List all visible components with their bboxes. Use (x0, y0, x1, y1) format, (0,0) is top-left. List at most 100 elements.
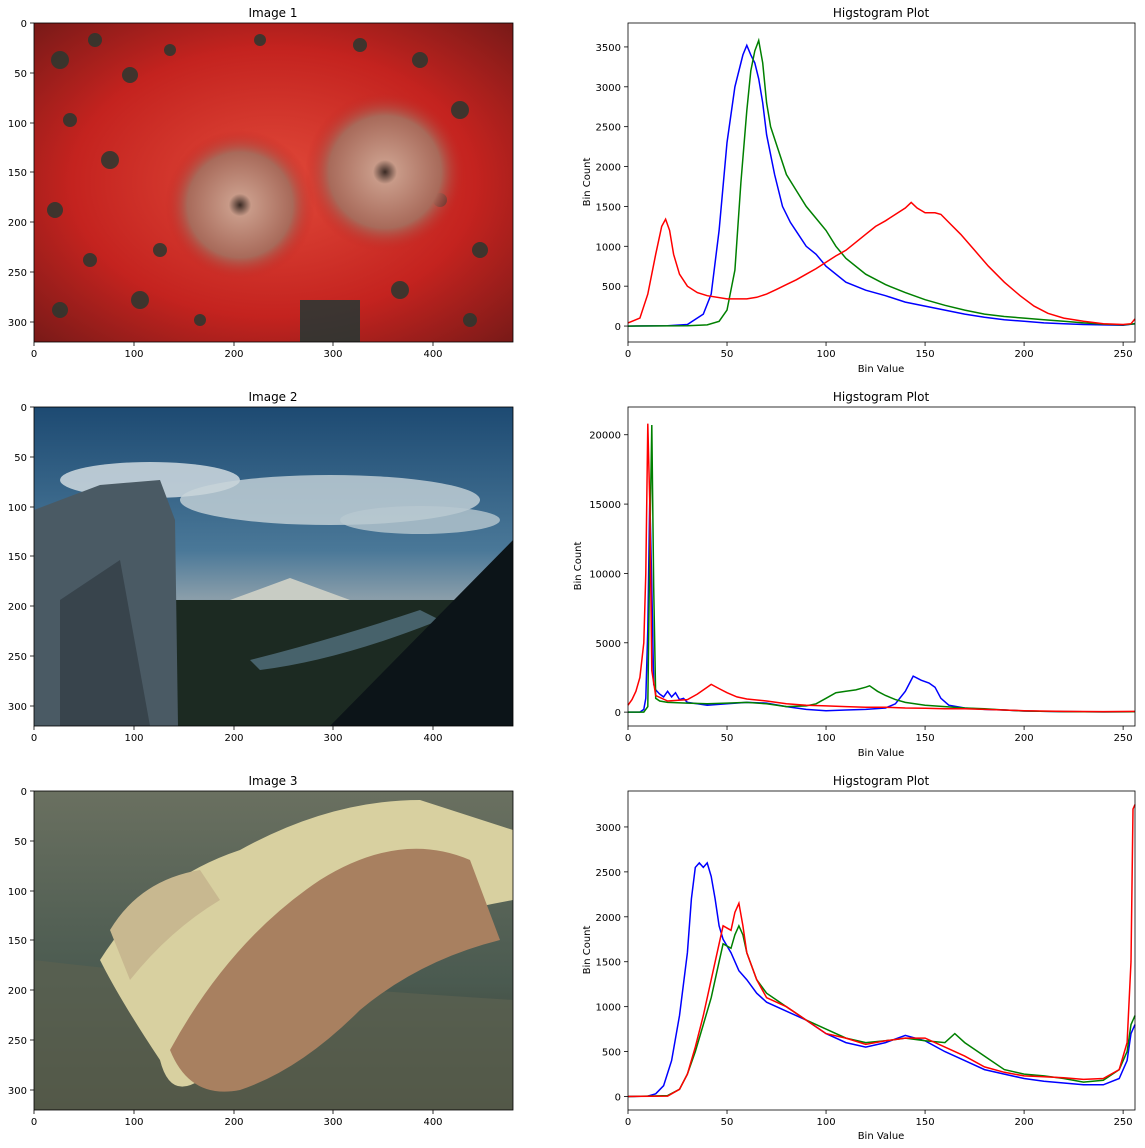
svg-text:50: 50 (14, 69, 27, 80)
histogram-1-series-green-line (627, 37, 1136, 327)
svg-text:0: 0 (31, 1117, 37, 1128)
x-tick-label: 150 (916, 349, 935, 360)
svg-text:200: 200 (8, 602, 27, 613)
y-tick-label: 0 (615, 322, 621, 333)
histogram-2-ylabel: Bin Count (573, 541, 584, 590)
y-tick-label: 3000 (596, 83, 621, 94)
histogram-2-xlabel: Bin Value (858, 748, 905, 759)
image-3-axes: 0 100 200 300 400 0 50 100 150 200 250 300 (8, 787, 443, 1128)
y-tick-label: 1500 (596, 958, 621, 969)
x-tick-label: 100 (817, 349, 836, 360)
y-tick-label: 3500 (596, 43, 621, 54)
x-tick-label: 100 (817, 1117, 836, 1128)
svg-text:200: 200 (224, 349, 243, 360)
svg-text:300: 300 (8, 318, 27, 329)
image-1-axes: 0 100 200 300 400 0 50 100 150 200 250 300 (8, 19, 443, 360)
histogram-panel-2: Higstogram Plot 0 50 100 150 200 250 0 5000 1000… (573, 390, 1136, 759)
x-tick-label: 0 (625, 349, 631, 360)
svg-text:50: 50 (14, 837, 27, 848)
svg-text:150: 150 (8, 936, 27, 947)
histogram-1-frame (627, 22, 1136, 343)
image-2-picture (33, 406, 514, 727)
x-tick-label: 250 (1114, 349, 1133, 360)
image-3-picture (33, 790, 514, 1111)
image-2-title: Image 2 (248, 390, 297, 404)
y-tick-label: 1000 (596, 242, 621, 253)
svg-text:150: 150 (8, 552, 27, 563)
histogram-1-ylabel: Bin Count (582, 157, 593, 206)
x-tick-label: 250 (1114, 733, 1133, 744)
x-tick-label: 200 (1015, 349, 1034, 360)
y-tick-label: 500 (602, 1048, 621, 1059)
x-tick-label: 150 (916, 733, 935, 744)
y-tick-label: 3000 (596, 823, 621, 834)
y-tick-label: 1500 (596, 202, 621, 213)
y-tick-label: 0 (615, 708, 621, 719)
image-2-axes: 0 100 200 300 400 0 50 100 150 200 250 300 (8, 403, 443, 744)
svg-text:300: 300 (323, 1117, 342, 1128)
histogram-2-series-red-line (627, 423, 1136, 713)
svg-text:0: 0 (21, 787, 27, 798)
y-tick-label: 2000 (596, 913, 621, 924)
svg-text:100: 100 (124, 349, 143, 360)
histogram-3-ylabel: Bin Count (582, 925, 593, 974)
x-tick-label: 200 (1015, 733, 1034, 744)
y-tick-label: 20000 (589, 431, 621, 442)
svg-text:150: 150 (8, 168, 27, 179)
x-tick-label: 0 (625, 1117, 631, 1128)
image-panel-3: Image 3 0 100 200 300 400 0 50 100 150 200 250 300 (8, 774, 514, 1128)
svg-text:100: 100 (8, 119, 27, 130)
histogram-2-frame (627, 406, 1136, 727)
histogram-2-plot: 0 50 100 150 200 250 0 5000 10000 15000 20000 (589, 406, 1136, 744)
histogram-2-series-blue-line (628, 495, 1136, 713)
x-tick-label: 50 (721, 1117, 734, 1128)
histogram-3-series-red-line (627, 804, 1136, 1098)
y-tick-label: 15000 (589, 500, 621, 511)
image-panel-2: Image 2 0 100 200 300 400 0 50 100 150 200 250 300 (8, 390, 514, 744)
svg-text:400: 400 (423, 349, 442, 360)
svg-text:0: 0 (31, 349, 37, 360)
svg-text:100: 100 (124, 733, 143, 744)
histogram-3-series-blue-line (627, 861, 1136, 1098)
histogram-1-series-red-line (627, 201, 1136, 326)
svg-text:400: 400 (423, 733, 442, 744)
x-tick-label: 250 (1114, 1117, 1133, 1128)
image-1-picture (33, 22, 514, 343)
x-tick-label: 50 (721, 733, 734, 744)
x-tick-label: 200 (1015, 1117, 1034, 1128)
image-1-title: Image 1 (248, 6, 297, 20)
histogram-1-xlabel: Bin Value (858, 364, 905, 375)
y-tick-label: 500 (602, 282, 621, 293)
histogram-panel-1: Higstogram Plot 0 50 100 150 200 250050010001… (582, 6, 1136, 375)
image-3-title: Image 3 (248, 774, 297, 788)
y-tick-label: 10000 (589, 569, 621, 580)
histogram-3-xlabel: Bin Value (858, 1131, 905, 1142)
svg-text:400: 400 (423, 1117, 442, 1128)
histogram-2-series-green-line (628, 424, 1136, 713)
svg-text:50: 50 (14, 453, 27, 464)
y-tick-label: 2000 (596, 163, 621, 174)
image-panel-1: Image 1 (8, 6, 514, 360)
y-tick-label: 5000 (596, 639, 621, 650)
y-tick-label: 2500 (596, 868, 621, 879)
x-tick-label: 150 (916, 1117, 935, 1128)
svg-text:300: 300 (8, 702, 27, 713)
svg-text:200: 200 (224, 1117, 243, 1128)
y-tick-label: 0 (615, 1093, 621, 1104)
y-tick-label: 2500 (596, 123, 621, 134)
histogram-2-title: Higstogram Plot (833, 390, 930, 404)
histogram-3-title: Higstogram Plot (833, 774, 930, 788)
x-tick-label: 0 (625, 733, 631, 744)
svg-text:300: 300 (8, 1086, 27, 1097)
histogram-1-plot: 0 50 100 150 200 2500500100015002000250030003… (596, 22, 1136, 360)
svg-text:250: 250 (8, 1036, 27, 1047)
svg-text:100: 100 (8, 887, 27, 898)
svg-text:200: 200 (224, 733, 243, 744)
svg-text:200: 200 (8, 218, 27, 229)
histogram-1-title: Higstogram Plot (833, 6, 930, 20)
svg-text:0: 0 (31, 733, 37, 744)
svg-text:200: 200 (8, 986, 27, 997)
y-tick-label: 1000 (596, 1003, 621, 1014)
